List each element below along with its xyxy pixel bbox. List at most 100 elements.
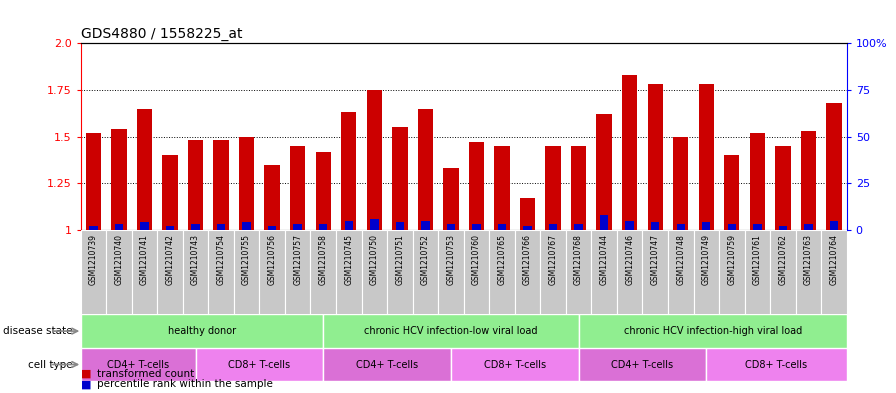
Bar xyxy=(566,230,591,320)
Text: CD8+ T-cells: CD8+ T-cells xyxy=(745,360,807,369)
Bar xyxy=(319,224,327,230)
Bar xyxy=(699,84,714,230)
Text: CD4+ T-cells: CD4+ T-cells xyxy=(611,360,674,369)
Bar xyxy=(571,146,586,230)
Bar xyxy=(591,230,616,320)
Text: GSM1210742: GSM1210742 xyxy=(166,234,175,285)
Text: CD8+ T-cells: CD8+ T-cells xyxy=(484,360,546,369)
Bar xyxy=(341,112,357,230)
Bar xyxy=(648,84,663,230)
Bar xyxy=(195,348,323,381)
Bar xyxy=(579,314,847,348)
Text: GSM1210756: GSM1210756 xyxy=(268,234,277,285)
Bar xyxy=(362,230,387,320)
Text: ■: ■ xyxy=(81,379,91,389)
Bar xyxy=(472,224,480,230)
Text: chronic HCV infection-low viral load: chronic HCV infection-low viral load xyxy=(364,326,538,336)
Text: GSM1210765: GSM1210765 xyxy=(497,234,506,285)
Bar xyxy=(579,348,706,381)
Text: GSM1210739: GSM1210739 xyxy=(89,234,98,285)
Text: GSM1210748: GSM1210748 xyxy=(676,234,685,285)
Bar xyxy=(801,131,816,230)
Bar xyxy=(90,226,98,230)
Bar xyxy=(489,230,514,320)
Bar xyxy=(676,224,685,230)
Bar xyxy=(323,348,451,381)
Bar xyxy=(81,348,195,381)
Text: GSM1210749: GSM1210749 xyxy=(702,234,711,285)
Bar xyxy=(183,230,208,320)
Bar xyxy=(728,224,736,230)
Bar xyxy=(822,230,847,320)
Bar xyxy=(141,222,149,230)
Text: GSM1210757: GSM1210757 xyxy=(293,234,302,285)
Bar xyxy=(546,146,561,230)
Bar xyxy=(745,230,771,320)
Bar xyxy=(706,348,847,381)
Text: healthy donor: healthy donor xyxy=(168,326,236,336)
Bar xyxy=(702,222,711,230)
Text: GSM1210755: GSM1210755 xyxy=(242,234,251,285)
Text: GSM1210760: GSM1210760 xyxy=(472,234,481,285)
Bar xyxy=(243,222,251,230)
Bar xyxy=(750,133,765,230)
Text: disease state: disease state xyxy=(4,326,73,336)
Bar xyxy=(370,219,378,230)
Bar xyxy=(111,129,126,230)
Bar xyxy=(444,168,459,230)
Bar xyxy=(754,224,762,230)
Text: GSM1210751: GSM1210751 xyxy=(395,234,404,285)
Bar xyxy=(239,136,254,230)
Bar xyxy=(310,230,336,320)
Bar xyxy=(830,220,838,230)
Text: GSM1210744: GSM1210744 xyxy=(599,234,608,285)
Bar xyxy=(106,230,132,320)
Text: GSM1210750: GSM1210750 xyxy=(370,234,379,285)
Text: GDS4880 / 1558225_at: GDS4880 / 1558225_at xyxy=(81,27,242,41)
Bar xyxy=(694,230,719,320)
Bar xyxy=(158,230,183,320)
Text: GSM1210753: GSM1210753 xyxy=(446,234,455,285)
Bar xyxy=(673,136,688,230)
Text: GSM1210747: GSM1210747 xyxy=(650,234,659,285)
Text: GSM1210762: GSM1210762 xyxy=(779,234,788,285)
Text: GSM1210763: GSM1210763 xyxy=(804,234,813,285)
Text: cell type: cell type xyxy=(29,360,73,369)
Bar xyxy=(418,108,433,230)
Text: GSM1210767: GSM1210767 xyxy=(548,234,557,285)
Bar xyxy=(137,108,152,230)
Bar xyxy=(597,114,612,230)
Text: GSM1210745: GSM1210745 xyxy=(344,234,353,285)
Bar xyxy=(719,230,745,320)
Text: transformed count: transformed count xyxy=(97,369,194,379)
Bar xyxy=(392,127,408,230)
Bar xyxy=(323,314,579,348)
Text: GSM1210764: GSM1210764 xyxy=(830,234,839,285)
Bar xyxy=(520,198,535,230)
Bar xyxy=(622,75,637,230)
Bar xyxy=(495,146,510,230)
Bar xyxy=(724,155,739,230)
Bar xyxy=(451,348,579,381)
Bar xyxy=(498,224,506,230)
Bar xyxy=(260,230,285,320)
Bar xyxy=(213,140,228,230)
Bar xyxy=(600,215,608,230)
Bar xyxy=(421,220,429,230)
Text: GSM1210766: GSM1210766 xyxy=(523,234,532,285)
Bar xyxy=(625,220,633,230)
Bar xyxy=(523,226,531,230)
Bar xyxy=(217,224,225,230)
Text: GSM1210759: GSM1210759 xyxy=(728,234,737,285)
Bar xyxy=(315,151,331,230)
Text: chronic HCV infection-high viral load: chronic HCV infection-high viral load xyxy=(624,326,802,336)
Bar xyxy=(162,155,177,230)
Text: GSM1210752: GSM1210752 xyxy=(421,234,430,285)
Text: CD4+ T-cells: CD4+ T-cells xyxy=(107,360,169,369)
Text: percentile rank within the sample: percentile rank within the sample xyxy=(97,379,272,389)
Bar xyxy=(396,222,404,230)
Bar xyxy=(336,230,361,320)
Text: GSM1210758: GSM1210758 xyxy=(319,234,328,285)
Bar xyxy=(208,230,234,320)
Bar xyxy=(166,226,174,230)
